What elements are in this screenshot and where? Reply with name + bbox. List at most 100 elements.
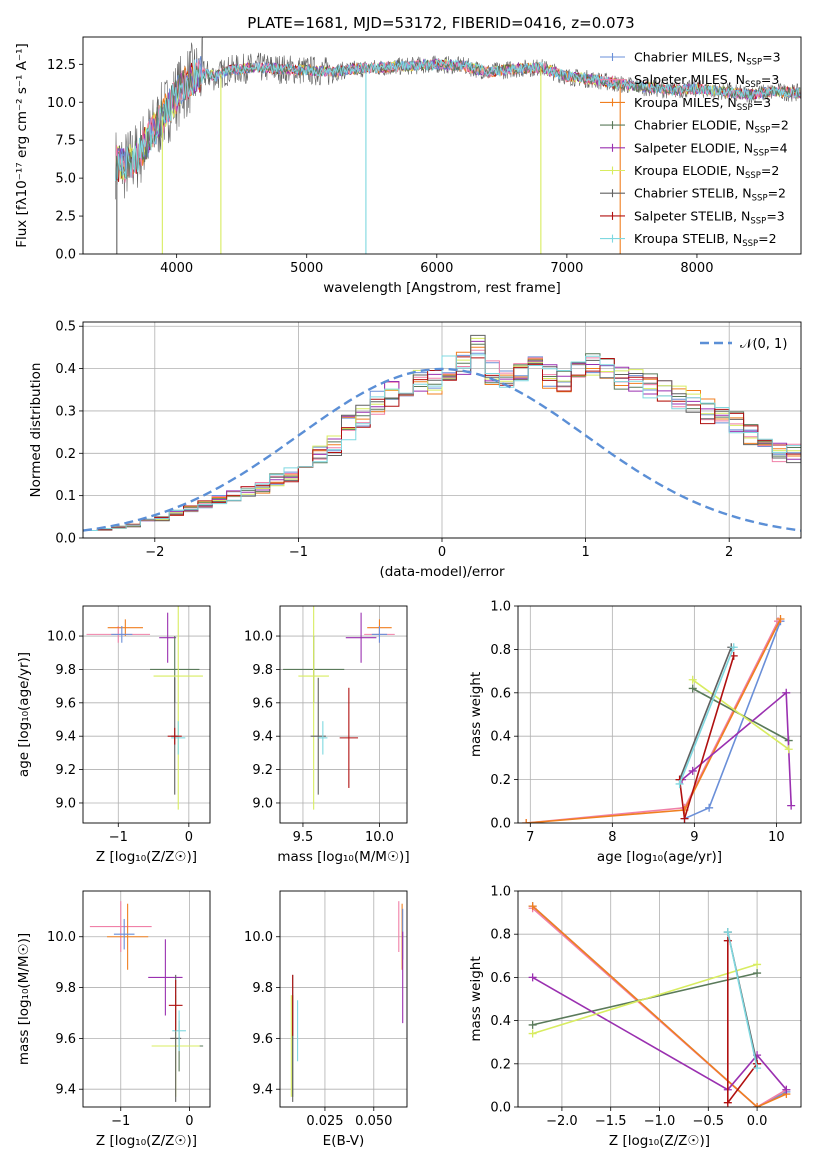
x-tick-label: 8 — [608, 830, 616, 845]
axes-frame — [82, 890, 211, 1108]
series-marker — [753, 960, 762, 969]
y-tick-label: 9.6 — [55, 1032, 76, 1047]
series-marker — [784, 745, 793, 754]
series-marker — [782, 1085, 791, 1094]
points — [290, 901, 404, 1102]
y-tick-label: 0.0 — [55, 532, 76, 547]
legend-label: Chabrier ELODIE, NSSP=2 — [634, 118, 789, 136]
y-tick-label: 0.2 — [490, 1057, 511, 1072]
y-tick-label: 9.6 — [252, 1032, 273, 1047]
x-tick-label: 10.0 — [365, 830, 394, 845]
legend-label: Salpeter STELIB, NSSP=3 — [634, 208, 785, 226]
y-tick-label: 12.5 — [47, 58, 76, 73]
y-tick-label: 9.2 — [55, 763, 76, 778]
series-line — [532, 905, 787, 1107]
series-marker — [528, 973, 537, 982]
series-line — [678, 646, 733, 780]
y-axis-label: Normed distribution — [28, 363, 44, 498]
series — [522, 615, 796, 823]
x-tick-label: −1 — [109, 830, 128, 845]
x-tick-label: 1 — [581, 545, 589, 560]
legend-label: Salpeter ELODIE, NSSP=4 — [634, 140, 788, 158]
spectrum-model-line — [115, 57, 801, 182]
legend-label: Chabrier STELIB, NSSP=2 — [634, 186, 786, 204]
y-axis-label: Flux [fλ10⁻¹⁷ erg cm⁻² s⁻¹ A⁻¹] — [14, 43, 30, 248]
x-tick-label: 6000 — [420, 261, 453, 276]
series-marker — [776, 615, 785, 624]
axes-frame — [82, 36, 802, 255]
y-tick-label: 9.6 — [252, 696, 273, 711]
axes-frame — [82, 321, 802, 539]
legend-label: Kroupa ELODIE, NSSP=2 — [634, 163, 779, 181]
y-tick-label: 0.8 — [490, 643, 511, 658]
y-tick-label: 0.6 — [490, 686, 511, 701]
x-tick-label: −1.5 — [595, 1114, 627, 1129]
series-line — [526, 620, 779, 823]
y-tick-label: 0.8 — [490, 928, 511, 943]
y-tick-label: 5.0 — [55, 172, 76, 187]
x-tick-label: −1.0 — [644, 1114, 676, 1129]
legend-label: Kroupa STELIB, NSSP=2 — [634, 231, 777, 249]
y-tick-label: 2.5 — [55, 210, 76, 225]
series-marker — [688, 766, 697, 775]
y-tick-label: 0.0 — [490, 1101, 511, 1116]
normal-curve — [83, 367, 801, 532]
series-line — [681, 691, 792, 806]
histogram-step — [83, 354, 801, 531]
series-line — [678, 655, 735, 819]
x-tick-label: 2 — [725, 545, 733, 560]
legend: Chabrier MILES, NSSP=3 Salpeter MILES, NS… — [600, 50, 789, 249]
x-axis-label: Z [log₁₀(Z/Z☉)] — [609, 1133, 710, 1149]
x-tick-label: 0 — [185, 1114, 193, 1129]
chart-age-vs-mass: 9.5 10.0 9.0 9.2 9.4 9.6 9.8 10.0 mass [log₁₀(M/… — [244, 605, 410, 865]
y-tick-label: 0.4 — [490, 730, 511, 745]
figure-title: PLATE=1681, MJD=53172, FIBERID=0416, z=0… — [247, 14, 634, 32]
chart-residuals: −2 −1 0 1 2 0.0 0.1 0.2 0.3 0.4 0.5 (data-model)/er… — [28, 320, 802, 580]
y-tick-label: 10.0 — [47, 96, 76, 111]
y-tick-label: 0.0 — [490, 817, 511, 832]
chart-massweight-vs-Z: −2.0 −1.5 −1.0 −0.5 0.0 0.0 0.2 0.4 0.6 0.8 1.0 Z [… — [468, 885, 802, 1149]
y-tick-label: 9.8 — [55, 981, 76, 996]
y-tick-label: 9.0 — [55, 796, 76, 811]
axes-frame — [279, 605, 408, 824]
series-marker — [688, 675, 697, 684]
histograms — [83, 334, 801, 532]
y-tick-label: 0.4 — [490, 1014, 511, 1029]
x-tick-label: 5000 — [290, 261, 323, 276]
series-marker — [753, 1103, 762, 1107]
series-marker — [782, 688, 791, 697]
axes-frame — [517, 605, 802, 824]
x-tick-label: 9.5 — [293, 830, 314, 845]
series-marker — [723, 928, 732, 937]
x-tick-label: 0.025 — [306, 1114, 343, 1129]
y-axis-label: age [log₁₀(age/yr)] — [16, 652, 32, 777]
y-tick-label: 9.4 — [252, 730, 273, 745]
series-marker — [705, 803, 714, 812]
legend: 𝒩(0, 1) — [700, 337, 787, 352]
histogram-step — [83, 343, 801, 531]
legend-label: 𝒩(0, 1) — [740, 337, 787, 352]
y-tick-label: 9.8 — [252, 981, 273, 996]
y-tick-label: 9.0 — [252, 796, 273, 811]
series-line — [532, 963, 758, 1035]
series-marker — [787, 801, 796, 810]
spectrum-lines — [115, 37, 801, 254]
histogram-step — [83, 337, 801, 531]
axes-frame — [517, 890, 802, 1108]
x-tick-label: −1 — [289, 545, 308, 560]
series-marker — [688, 684, 697, 693]
histogram-step — [83, 346, 801, 531]
y-tick-label: 9.4 — [55, 730, 76, 745]
legend-label: Salpeter MILES, NSSP=3 — [634, 72, 779, 90]
x-tick-label: 8000 — [680, 261, 713, 276]
series-marker — [528, 1020, 537, 1029]
y-tick-label: 1.0 — [490, 885, 511, 900]
series-marker — [723, 1098, 732, 1107]
series-line — [727, 931, 758, 1069]
series-line — [532, 907, 787, 1107]
y-tick-label: 9.8 — [252, 663, 273, 678]
series-marker — [753, 1064, 762, 1073]
y-tick-label: 0.3 — [55, 404, 76, 419]
histogram-step — [83, 352, 801, 531]
x-axis-label: mass [log₁₀(M/M☉)] — [277, 849, 409, 865]
